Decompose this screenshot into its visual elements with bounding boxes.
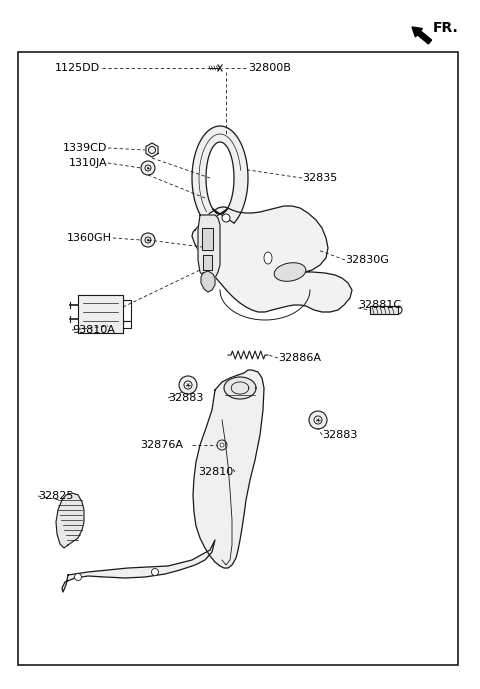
Text: 32881C: 32881C (358, 300, 401, 310)
Ellipse shape (274, 263, 306, 281)
Polygon shape (370, 306, 398, 314)
Circle shape (145, 237, 151, 243)
Circle shape (309, 411, 327, 429)
Text: 1310JA: 1310JA (68, 158, 107, 168)
Polygon shape (203, 255, 212, 270)
Text: 1125DD: 1125DD (55, 63, 100, 73)
Polygon shape (193, 370, 264, 568)
Circle shape (152, 568, 158, 575)
Text: 32800B: 32800B (248, 63, 291, 73)
Text: 32810: 32810 (198, 467, 233, 477)
Ellipse shape (264, 252, 272, 264)
Polygon shape (62, 540, 215, 592)
Bar (18, 52, 458, 665)
Polygon shape (192, 126, 248, 223)
FancyArrow shape (412, 27, 432, 44)
Text: 32883: 32883 (322, 430, 358, 440)
Text: 32825: 32825 (38, 491, 73, 501)
Text: 32886A: 32886A (278, 353, 321, 363)
Text: 32830G: 32830G (345, 255, 389, 265)
Polygon shape (56, 493, 84, 548)
Circle shape (179, 376, 197, 394)
Circle shape (314, 416, 322, 424)
Circle shape (217, 440, 227, 450)
Polygon shape (224, 377, 256, 399)
Text: 32876A: 32876A (140, 440, 183, 450)
Text: 1339CD: 1339CD (62, 143, 107, 153)
Text: 32835: 32835 (302, 173, 337, 183)
Text: 93810A: 93810A (72, 325, 115, 335)
Circle shape (222, 214, 230, 222)
Circle shape (184, 381, 192, 389)
Polygon shape (201, 271, 215, 292)
Polygon shape (78, 295, 123, 333)
Polygon shape (202, 228, 213, 250)
Circle shape (145, 165, 151, 171)
Circle shape (220, 443, 224, 447)
Circle shape (141, 161, 155, 175)
Text: FR.: FR. (432, 21, 458, 35)
Circle shape (141, 233, 155, 247)
Polygon shape (146, 143, 158, 157)
Polygon shape (198, 215, 220, 280)
Circle shape (74, 573, 82, 581)
Polygon shape (192, 206, 352, 312)
Text: 32883: 32883 (168, 393, 204, 403)
Text: 1360GH: 1360GH (67, 233, 112, 243)
